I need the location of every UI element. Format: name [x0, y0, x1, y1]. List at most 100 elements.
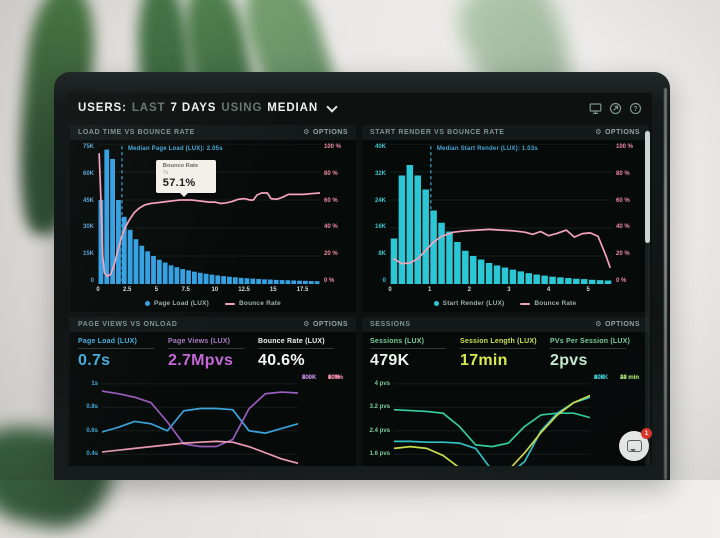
panel-title: PAGE VIEWS VS ONLOAD — [78, 321, 178, 328]
chart-legend: Page Load (LUX) Bounce Rate — [72, 295, 354, 312]
y-axis-label: 40 min — [620, 375, 640, 381]
load-time-plot[interactable]: Median Page Load (LUX): 2.05s Bounce Rate… — [98, 144, 320, 284]
x-axis-label: 0 — [388, 287, 392, 293]
legend-swatch — [433, 301, 439, 306]
legend-item[interactable]: Bounce Rate — [225, 300, 281, 307]
legend-item[interactable]: Start Render (LUX) — [433, 300, 505, 307]
y-axis-right: 100K 80K 60K 40K 40 min 32 min 24 min — [590, 375, 646, 466]
legend-swatch — [225, 302, 236, 305]
legend-swatch — [145, 301, 151, 306]
y-axis-label: 300K — [302, 375, 317, 381]
x-axis-label: 2 — [467, 287, 471, 293]
panel-page-views-vs-onload: PAGE VIEWS VS ONLOAD ⚙ OPTIONS Page Load… — [70, 317, 356, 466]
y-axis-label: 40 % — [324, 224, 338, 231]
chevron-down-icon — [326, 100, 338, 113]
y-axis-label: 40K — [594, 375, 606, 381]
legend-label: Bounce Rate — [239, 300, 281, 307]
panel-load-time-vs-bounce-rate: LOAD TIME VS BOUNCE RATE ⚙ OPTIONS 75K 60… — [70, 125, 356, 312]
x-axis: 0 1 2 3 4 5 — [388, 284, 612, 295]
panel-title: START RENDER VS BOUNCE RATE — [370, 129, 505, 136]
y-axis-label: 1s — [91, 380, 98, 387]
y-axis-label: 100 % — [324, 144, 342, 150]
y-axis-label: 40% — [328, 375, 341, 381]
y-axis-label: 80% — [328, 375, 341, 381]
dashboard-screen: USERS: LAST 7 DAYS USING MEDIAN — [68, 93, 652, 466]
chart-legend: Start Render (LUX) Bounce Rate — [364, 295, 646, 312]
y-axis-label: 24 min — [620, 375, 640, 381]
scrollbar — [645, 129, 650, 466]
legend-label: Start Render (LUX) — [442, 300, 505, 307]
chat-launcher[interactable]: 1 — [619, 428, 652, 461]
metric-session-length: Session Length (LUX) 17min — [460, 338, 537, 369]
options-button[interactable]: ⚙ OPTIONS — [595, 321, 640, 328]
chart-tooltip: Bounce Rate 7s 57.1% — [155, 160, 216, 197]
x-axis-label: 10 — [211, 287, 219, 293]
y-axis-label: 2.4 pvs — [369, 427, 390, 434]
laptop-edge-highlight — [664, 88, 667, 480]
y-axis-label: 500K — [302, 375, 317, 381]
y-axis-label: 30K — [82, 224, 94, 231]
legend-swatch — [520, 302, 531, 305]
y-axis-label: 400K — [302, 375, 317, 381]
tooltip-value: 57.1% — [162, 177, 196, 189]
y-axis-label: 32 min — [620, 375, 640, 381]
y-axis-label: 100 % — [616, 144, 634, 150]
tooltip-title: Bounce Rate — [162, 163, 199, 169]
y-axis-label: 80 % — [324, 170, 338, 177]
chart-canvas — [98, 144, 320, 284]
x-axis-label: 12.5 — [238, 287, 250, 293]
metric-bounce-rate: Bounce Rate (LUX) 40.6% — [258, 338, 348, 376]
y-axis-label: 8K — [378, 251, 386, 258]
header-title-users: USERS: — [78, 102, 127, 114]
start-render-plot[interactable]: Median Start Render (LUX): 1.03s — [390, 144, 612, 284]
y-axis-label: 60K — [82, 170, 94, 177]
x-axis-label: 4 — [546, 287, 551, 293]
sessions-chart: 4 pvs 3.2 pvs 2.4 pvs 1.6 pvs 100K 80K 60K 40K… — [362, 375, 648, 466]
options-button[interactable]: ⚙ OPTIONS — [595, 129, 640, 136]
page-views-plot[interactable] — [102, 378, 298, 466]
y-axis-label: 1.6 pvs — [369, 451, 390, 458]
metric-strip: Page Load (LUX) 0.7s Page Views (LUX) 2.… — [70, 332, 356, 376]
scrollbar-thumb[interactable] — [645, 131, 650, 243]
gear-icon: ⚙ — [595, 321, 602, 328]
metric-page-load: Page Load (LUX) 0.7s — [78, 338, 168, 376]
y-axis-left: 75K 60K 45K 30K 15K 0 — [72, 144, 98, 284]
help-icon[interactable]: ? — [629, 102, 642, 115]
chart-canvas — [102, 378, 298, 466]
legend-item[interactable]: Page Load (LUX) — [145, 300, 209, 307]
x-axis-label: 5 — [586, 287, 590, 293]
metric-page-views: Page Views (LUX) 2.7Mpvs — [168, 338, 258, 376]
options-button[interactable]: ⚙ OPTIONS — [303, 129, 348, 136]
panel-title: SESSIONS — [370, 321, 411, 328]
y-axis-label: 0.6s — [86, 427, 98, 434]
x-axis-label: 7.5 — [181, 287, 190, 293]
monitor-icon[interactable] — [589, 102, 602, 115]
y-axis-label: 16K — [374, 224, 386, 231]
share-icon[interactable] — [609, 102, 622, 115]
y-axis-label: 0 — [382, 277, 386, 284]
y-axis-left: 1s 0.8s 0.6s 0.4s — [72, 378, 102, 466]
metric-strip: Sessions (LUX) 479K Session Length (LUX)… — [362, 332, 648, 376]
y-axis-label: 3.2 pvs — [369, 404, 390, 411]
gear-icon: ⚙ — [595, 129, 602, 136]
median-annotation: Median Start Render (LUX): 1.03s — [436, 146, 538, 152]
median-annotation: Median Page Load (LUX): 2.05s — [127, 146, 223, 152]
y-axis-right: 500K 400K 300K 200K 100% 80% 60% 40% — [298, 375, 354, 466]
y-axis-label: 60 % — [324, 197, 338, 204]
options-button[interactable]: ⚙ OPTIONS — [303, 321, 348, 328]
y-axis-left: 4 pvs 3.2 pvs 2.4 pvs 1.6 pvs — [364, 378, 394, 466]
date-range-selector[interactable]: USERS: LAST 7 DAYS USING MEDIAN — [78, 100, 338, 114]
y-axis-label: 0 — [90, 277, 94, 284]
legend-item[interactable]: Bounce Rate — [520, 300, 576, 307]
y-axis-label: 0.8s — [86, 404, 98, 411]
y-axis-label: 40K — [374, 144, 386, 150]
y-axis-label: 4 pvs — [374, 380, 390, 387]
gear-icon: ⚙ — [303, 129, 310, 136]
sessions-plot[interactable] — [394, 378, 590, 466]
y-axis-label: 24K — [374, 197, 386, 204]
y-axis-label: 0 % — [616, 277, 627, 284]
panel-title: LOAD TIME VS BOUNCE RATE — [78, 129, 195, 136]
y-axis-label: 15K — [82, 251, 94, 258]
x-axis-label: 2.5 — [123, 287, 132, 293]
tooltip-subtitle: 7s — [162, 170, 169, 176]
